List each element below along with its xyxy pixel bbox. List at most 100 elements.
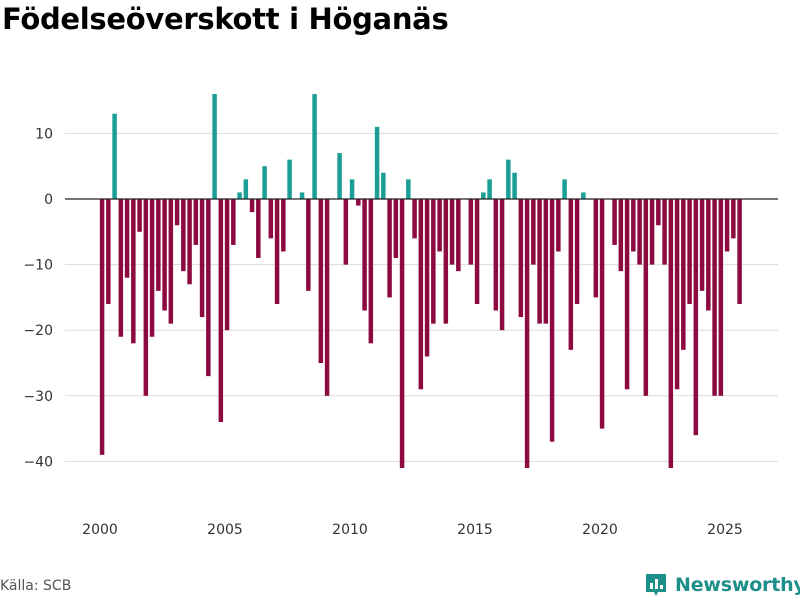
bar [318,199,324,363]
bar [512,172,517,199]
y-tick-label: 10 [35,126,53,142]
brand-logo[interactable]: Newsworthy [645,570,800,600]
bar [324,199,330,396]
bar [543,199,549,324]
bar [649,199,655,265]
bar [306,199,311,291]
bar [418,199,424,390]
bar [568,199,574,350]
bar [137,199,142,232]
bar [481,192,486,199]
bar [243,179,249,199]
bar [193,199,199,245]
bar [681,199,686,350]
bar [187,199,192,285]
bar [268,199,274,239]
x-tick-label: 2020 [582,522,618,538]
bar [524,199,530,468]
bar [424,199,430,357]
bar [274,199,280,304]
bar [299,192,305,199]
bar [618,199,624,272]
bar [112,113,117,199]
bar [556,199,561,252]
bar [312,94,317,199]
bar [549,199,555,442]
bar [637,199,642,265]
bar [356,199,361,206]
bar [493,199,499,311]
x-tick-label: 2000 [82,522,118,538]
y-axis: 10 0 −10 −20 −30 −40 [23,126,53,470]
bar [224,199,230,331]
y-tick-label: −40 [23,454,53,470]
bar [143,199,149,396]
bar [368,199,374,344]
bar [731,199,736,239]
bar [256,199,261,259]
bar [174,199,180,226]
bar-series [99,94,742,468]
x-tick-label: 2015 [457,522,493,538]
x-tick-label: 2010 [332,522,368,538]
bar [687,199,692,304]
bar [668,199,674,468]
bar [699,199,705,291]
bar [431,199,436,324]
bar [149,199,155,337]
bar [218,199,224,423]
bar [393,199,399,259]
bar [531,199,536,265]
bar [237,192,242,199]
bar [506,159,511,199]
bar [118,199,124,337]
bar [693,199,699,436]
bar [624,199,630,390]
chart-title: Födelseöverskott i Höganäs [2,2,449,36]
bar [162,199,167,311]
y-tick-label: −20 [23,323,53,339]
source-note: Källa: SCB [0,578,72,594]
bar [643,199,649,396]
bar [562,179,567,199]
bar [499,199,505,331]
bar [181,199,186,272]
bar [337,153,342,199]
bar [474,199,480,304]
bar [631,199,636,252]
x-tick-label: 2025 [707,522,743,538]
bar [199,199,205,318]
bar [612,199,617,245]
bar [99,199,105,455]
bar [249,199,255,213]
bar [343,199,349,265]
bar [662,199,667,265]
bar [399,199,405,468]
bar [206,199,211,377]
x-axis: 2000 2005 2010 2015 2020 2025 [82,522,743,538]
bar [456,199,461,272]
bar [262,166,267,199]
bar [724,199,730,252]
bar [449,199,455,265]
bar [443,199,449,324]
bar [381,172,386,199]
bar [412,199,417,239]
bar [406,179,411,199]
bar [124,199,130,278]
bar [593,199,599,298]
brand-name: Newsworthy [675,574,800,596]
bar [362,199,367,311]
y-tick-label: 0 [44,192,53,208]
newsworthy-logo-icon [646,574,666,596]
bar [387,199,392,298]
bar [487,179,492,199]
bar [212,94,217,199]
bar [706,199,711,311]
bar [537,199,542,324]
bar [131,199,136,344]
y-tick-label: −10 [23,258,53,274]
y-tick-label: −30 [23,389,53,405]
bar [718,199,724,396]
